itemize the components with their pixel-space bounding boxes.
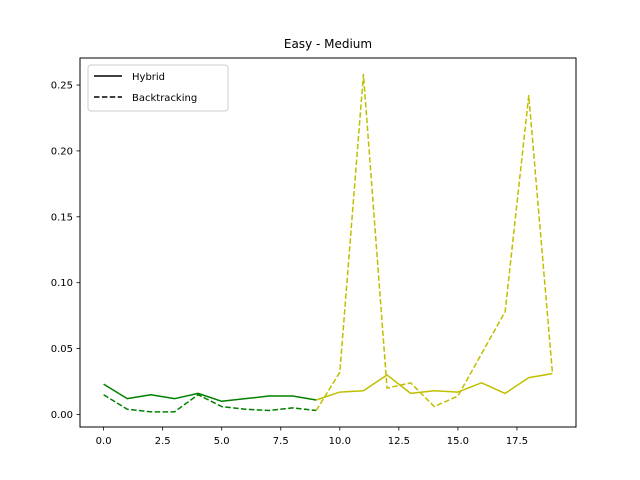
y-tick-label: 0.20 xyxy=(51,146,73,157)
x-tick-label: 0.0 xyxy=(96,436,112,447)
chart-title: Easy - Medium xyxy=(284,37,372,51)
series-line-2 xyxy=(315,372,553,401)
x-tick-label: 2.5 xyxy=(155,436,171,447)
series-line-1 xyxy=(103,393,317,413)
y-tick-label: 0.10 xyxy=(51,278,73,289)
y-axis: 0.00 0.05 0.10 0.15 0.20 0.25 xyxy=(51,81,80,421)
x-tick-label: 12.5 xyxy=(388,436,410,447)
y-tick-label: 0.25 xyxy=(51,81,73,92)
y-tick-label: 0.00 xyxy=(51,410,73,421)
series-line-0 xyxy=(103,383,317,403)
x-tick-label: 7.5 xyxy=(273,436,289,447)
series-line-3 xyxy=(315,73,554,411)
y-tick-label: 0.05 xyxy=(51,344,73,355)
x-axis: 0.0 2.5 5.0 7.5 10.0 12.5 15.0 17.5 xyxy=(96,427,528,447)
x-tick-label: 10.0 xyxy=(329,436,351,447)
legend-label-backtracking: Backtracking xyxy=(132,93,197,104)
plot-frame xyxy=(79,57,577,428)
legend-label-hybrid: Hybrid xyxy=(132,72,165,83)
legend-box xyxy=(87,64,229,112)
y-tick-label: 0.15 xyxy=(51,212,73,223)
legend: Hybrid Backtracking xyxy=(87,64,229,112)
x-tick-label: 15.0 xyxy=(447,436,469,447)
x-tick-label: 17.5 xyxy=(506,436,528,447)
series-layer xyxy=(103,73,554,413)
x-tick-label: 5.0 xyxy=(214,436,230,447)
